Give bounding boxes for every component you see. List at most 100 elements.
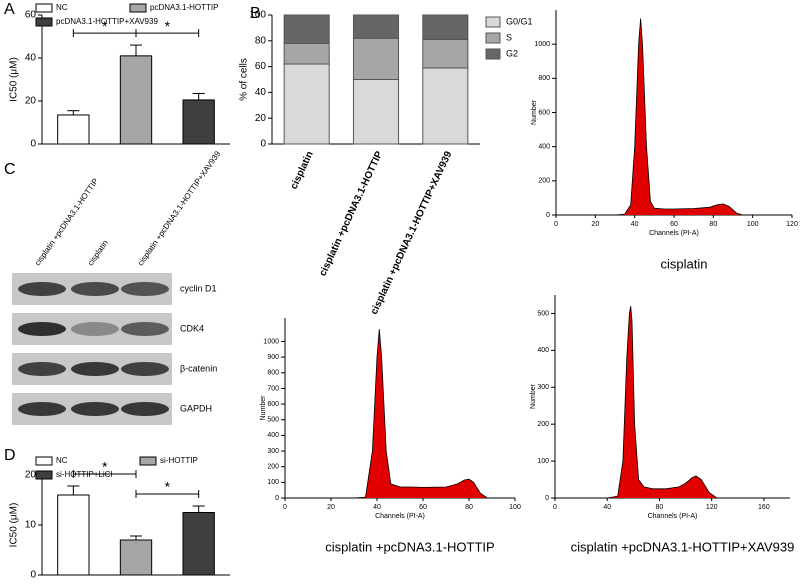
- bar: [119, 55, 153, 145]
- protein-label: CDK4: [180, 323, 204, 333]
- legend-swatch: [485, 48, 501, 60]
- bar-segment: [352, 37, 400, 80]
- bar: [57, 494, 90, 576]
- legend-label: pcDNA3.1-HOTTIP+XAV939: [56, 17, 158, 26]
- blot-band: [18, 362, 66, 376]
- x-tick-label: 20: [327, 504, 335, 511]
- legend-label: G2: [506, 48, 518, 58]
- blot-band: [71, 282, 119, 296]
- x-axis-label: Channels (PI-A): [648, 513, 698, 520]
- bar-segment: [352, 79, 400, 145]
- significance-mark: *: [165, 18, 171, 34]
- chart-title: cisplatin +pcDNA3.1-HOTTIP: [325, 539, 494, 554]
- y-tick-label: 600: [538, 109, 550, 116]
- y-tick-label: 900: [267, 354, 279, 361]
- y-tick-label: 0: [275, 495, 279, 502]
- histogram-line: [614, 18, 743, 216]
- panel-label: B: [250, 5, 261, 22]
- y-tick-label: 80: [255, 35, 267, 46]
- x-tick-label: 100: [509, 504, 521, 511]
- x-tick-label: 60: [670, 221, 678, 228]
- protein-label: β-catenin: [180, 363, 217, 373]
- legend-label: G0/G1: [506, 16, 533, 26]
- blot-band: [18, 402, 66, 416]
- panel-label: D: [4, 447, 16, 464]
- y-tick-label: 200: [267, 464, 279, 471]
- blot-band: [121, 402, 169, 416]
- x-tick-label: 20: [591, 221, 599, 228]
- y-tick-label: 0: [30, 139, 36, 150]
- y-tick-label: 40: [25, 53, 37, 64]
- bar: [182, 512, 215, 576]
- y-tick-label: 20: [255, 113, 267, 124]
- y-tick-label: 20: [25, 96, 37, 107]
- y-tick-label: 100: [537, 458, 549, 465]
- y-tick-label: 10: [25, 520, 37, 531]
- y-tick-label: 40: [255, 87, 267, 98]
- x-axis-label: Channels (PI-A): [649, 230, 699, 237]
- histogram-area: [354, 329, 488, 498]
- legend-swatch: [485, 32, 501, 44]
- y-tick-label: 1000: [534, 41, 550, 48]
- legend-label: si-HOTTIP+LiCl: [56, 470, 112, 479]
- x-tick-label: cisplatin +pcDNA3.1-HOTTIP: [317, 149, 385, 278]
- y-tick-label: 200: [537, 421, 549, 428]
- lane-label: cisplatin +pcDNA3.1-HOTTIP+XAV939: [136, 149, 223, 267]
- legend-label: NC: [56, 456, 68, 465]
- chart-title: cisplatin: [661, 256, 708, 271]
- y-tick-label: 200: [538, 178, 550, 185]
- y-axis-label: Number: [531, 99, 538, 125]
- y-tick-label: 800: [538, 75, 550, 82]
- x-tick-label: 0: [554, 221, 558, 228]
- blot-band: [71, 362, 119, 376]
- legend-swatch: [485, 16, 501, 28]
- panel-label: C: [4, 161, 16, 178]
- bar-segment: [422, 14, 469, 41]
- legend-label: si-HOTTIP: [160, 456, 198, 465]
- histogram-area: [615, 18, 743, 215]
- y-tick-label: 60: [255, 61, 267, 72]
- legend-label: S: [506, 32, 512, 42]
- x-tick-label: 40: [603, 504, 611, 511]
- y-tick-label: 100: [249, 10, 266, 21]
- panel-label: A: [4, 1, 15, 18]
- x-tick-label: 0: [553, 504, 557, 511]
- x-tick-label: 80: [656, 504, 664, 511]
- bar: [182, 99, 215, 145]
- x-tick-label: 120: [706, 504, 718, 511]
- y-axis-label: Number: [530, 383, 537, 409]
- x-tick-label: 160: [758, 504, 770, 511]
- y-tick-label: 500: [267, 417, 279, 424]
- y-tick-label: 0: [260, 139, 266, 150]
- histogram-area: [607, 306, 717, 498]
- y-tick-label: 0: [546, 212, 550, 219]
- y-tick-label: 100: [267, 479, 279, 486]
- legend-swatch: [35, 3, 53, 13]
- y-tick-label: 0: [30, 570, 36, 581]
- blot-band: [121, 282, 169, 296]
- legend-label: pcDNA3.1-HOTTIP: [150, 3, 218, 12]
- significance-mark: *: [102, 18, 108, 34]
- significance-mark: *: [165, 479, 171, 495]
- y-axis-label: % of cells: [239, 58, 250, 101]
- lane-label: cisplatin +pcDNA3.1-HOTTIP: [33, 177, 100, 268]
- bar-segment: [422, 67, 469, 145]
- y-tick-label: 400: [267, 432, 279, 439]
- blot-band: [71, 402, 119, 416]
- x-tick-label: cisplatin +pcDNA3.1-HOTTIP+XAV939: [369, 149, 455, 316]
- bar-segment: [283, 63, 330, 145]
- legend-label: NC: [56, 3, 68, 12]
- x-tick-label: 100: [747, 221, 759, 228]
- bar: [57, 114, 90, 145]
- y-tick-label: 400: [538, 144, 550, 151]
- y-tick-label: 1000: [263, 338, 279, 345]
- protein-label: GAPDH: [180, 403, 212, 413]
- histogram-line: [607, 306, 718, 499]
- x-tick-label: 80: [465, 504, 473, 511]
- significance-mark: *: [102, 459, 108, 475]
- bar-segment: [283, 42, 330, 65]
- legend-swatch: [35, 470, 53, 480]
- y-tick-label: 0: [545, 495, 549, 502]
- x-tick-label: 80: [709, 221, 717, 228]
